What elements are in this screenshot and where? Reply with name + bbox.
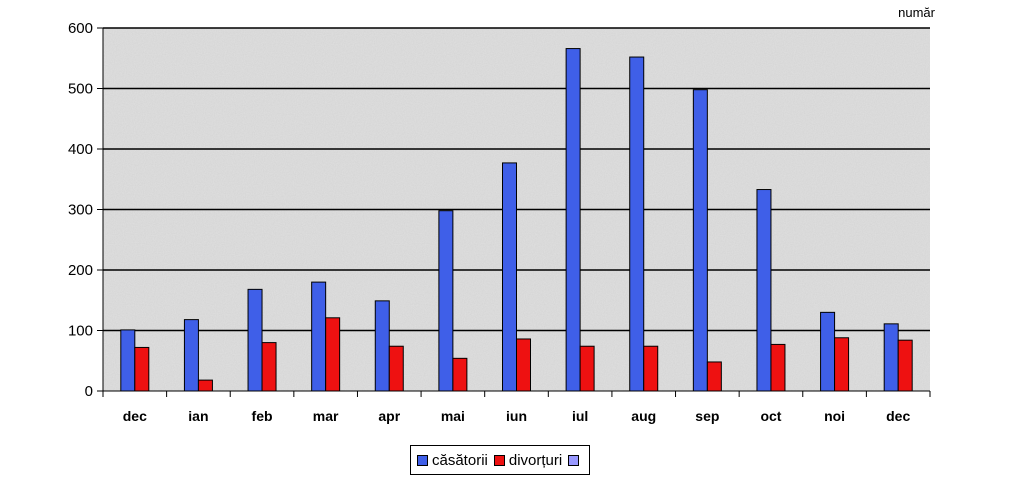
bar-casatorii xyxy=(692,89,708,392)
bar-divorturi xyxy=(197,379,213,392)
bar-divorturi xyxy=(897,339,913,392)
x-tick-label: sep xyxy=(695,408,719,424)
bar-casatorii xyxy=(820,311,836,392)
bar-casatorii xyxy=(311,281,327,392)
x-tick-label: iul xyxy=(572,408,588,424)
legend-item-casatorii: căsătorii xyxy=(417,452,488,469)
bar-casatorii xyxy=(565,48,581,392)
x-axis-ticks: dec ian feb mar apr mai iun iul aug sep oct noi dec xyxy=(102,391,931,424)
bar-casatorii xyxy=(247,288,263,392)
legend-label-casatorii: căsătorii xyxy=(432,451,488,469)
y-tick-label: 300 xyxy=(68,202,93,219)
y-tick-label: 600 xyxy=(68,20,93,37)
x-tick-label: dec xyxy=(886,408,910,424)
bar-divorturi xyxy=(452,357,468,392)
bar-divorturi xyxy=(388,345,404,392)
x-tick-label: oct xyxy=(760,408,781,424)
legend-item-divorturi: divorțuri xyxy=(493,451,563,469)
bar-casatorii xyxy=(374,300,390,392)
y-tick-label: 100 xyxy=(68,323,93,340)
x-tick-label: mar xyxy=(313,408,339,424)
bar-divorturi xyxy=(834,337,850,392)
bar-chart: 0 100 200 300 400 500 600 dec ian feb mar apr mai iu… xyxy=(68,5,936,424)
x-tick-label: ian xyxy=(188,408,208,424)
x-tick-label: feb xyxy=(252,408,273,424)
unit-label: număr xyxy=(898,5,936,20)
bar-divorturi xyxy=(134,346,150,392)
bar-divorturi xyxy=(770,343,786,392)
legend: căsătorii divorțuri xyxy=(410,445,591,475)
bar-casatorii xyxy=(756,189,772,392)
bar-casatorii xyxy=(502,162,517,392)
y-tick-label: 200 xyxy=(68,262,93,279)
y-axis-ticks: 0 100 200 300 400 500 600 xyxy=(68,20,103,400)
bar-divorturi xyxy=(579,345,595,392)
bar-casatorii xyxy=(883,323,899,392)
bar-divorturi xyxy=(261,342,277,392)
x-tick-label: iun xyxy=(506,408,527,424)
bar-casatorii xyxy=(120,329,136,392)
legend-swatch-empty xyxy=(568,454,580,466)
bar-divorturi xyxy=(325,317,341,392)
y-tick-label: 0 xyxy=(85,383,93,400)
x-tick-label: mai xyxy=(441,408,465,424)
legend-item-empty xyxy=(568,454,580,466)
legend-label-divorturi: divorțuri xyxy=(508,451,563,469)
legend-swatch-casatorii xyxy=(417,454,428,466)
x-tick-label: noi xyxy=(824,408,845,424)
x-tick-label: dec xyxy=(123,408,147,424)
y-tick-label: 500 xyxy=(68,81,93,98)
bar-casatorii xyxy=(629,56,645,392)
x-tick-label: apr xyxy=(378,408,400,424)
bar-divorturi xyxy=(643,345,659,392)
bars xyxy=(120,48,913,392)
bar-divorturi xyxy=(516,338,531,392)
y-tick-label: 400 xyxy=(68,141,93,158)
legend-swatch-divorturi xyxy=(493,454,505,466)
bar-casatorii xyxy=(183,319,199,392)
bar-divorturi xyxy=(706,361,722,392)
bar-casatorii xyxy=(438,210,454,392)
x-tick-label: aug xyxy=(631,408,656,424)
